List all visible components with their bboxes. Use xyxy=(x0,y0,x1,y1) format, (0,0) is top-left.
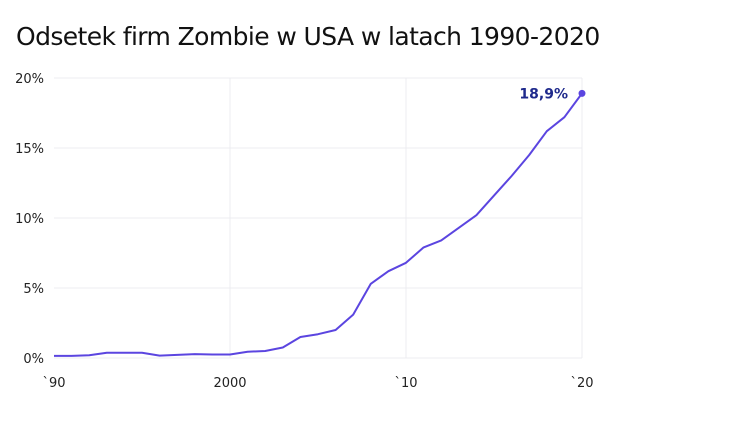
data-point-last xyxy=(578,89,586,97)
x-tick-label: `20 xyxy=(570,376,593,391)
x-tick-label: `90 xyxy=(42,376,65,391)
y-tick-label: 15% xyxy=(15,142,44,157)
data-label: 18,9% xyxy=(519,86,568,102)
data-line xyxy=(54,92,583,357)
y-tick-label: 20% xyxy=(15,72,44,87)
y-tick-label: 5% xyxy=(23,282,44,297)
x-tick-label: `10 xyxy=(394,376,417,391)
chart-title: Odsetek firm Zombie w USA w latach 1990-… xyxy=(16,22,600,51)
y-tick-label: 0% xyxy=(23,352,44,367)
y-tick-label: 10% xyxy=(15,212,44,227)
x-tick-label: 2000 xyxy=(213,376,246,391)
